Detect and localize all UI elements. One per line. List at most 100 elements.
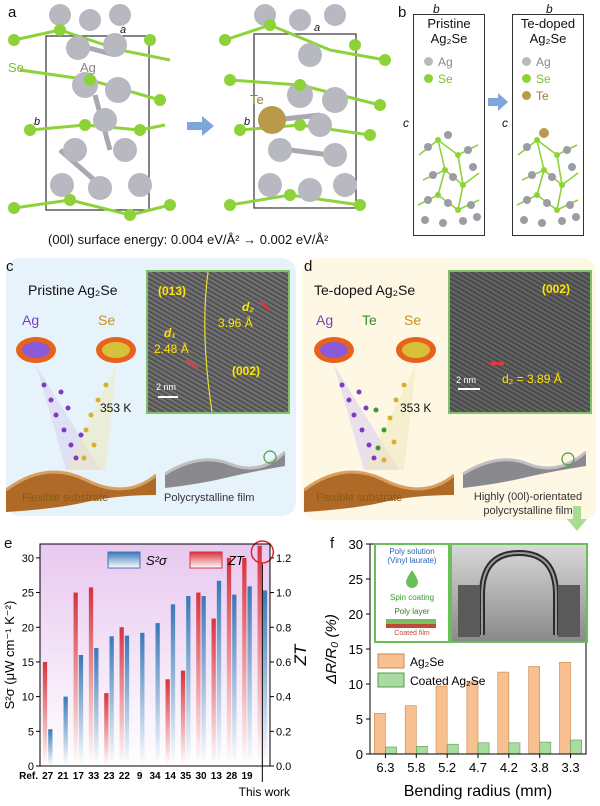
zt-bar <box>242 557 247 766</box>
pristine-legend: Ag Se <box>424 54 453 88</box>
power-factor-bar <box>201 596 206 766</box>
cell-frame-left <box>45 35 150 211</box>
panel-b-label: b <box>398 4 407 21</box>
ag-atom <box>66 36 90 60</box>
x-tick-label: 19 <box>241 771 253 782</box>
ag-atom <box>103 33 127 57</box>
doped-title: Te-doped Ag₂Se <box>512 16 584 46</box>
legend-label-coated: Coated Ag₂Se <box>410 674 486 688</box>
panel-d-temperature: 353 K <box>400 401 432 415</box>
ag-atom <box>93 108 117 132</box>
ag-atom <box>322 87 348 113</box>
y-tick-label-right: 0.6 <box>276 657 291 669</box>
coated-ag2se-bar <box>570 739 582 755</box>
panel-d-label: d <box>304 258 313 275</box>
tem-label-013: (013) <box>158 284 187 298</box>
power-factor-bar <box>186 596 191 766</box>
ag-atom <box>298 178 322 202</box>
zt-bar <box>257 545 262 766</box>
legend-te: Te <box>522 88 551 105</box>
inset-text-2: (Vinyl laurate) <box>387 556 437 565</box>
lattice-b-right: b <box>244 116 251 128</box>
spin-coating-inset: Poly solution (Vinyl laurate) Spin coati… <box>374 543 450 643</box>
ag-atoms-right <box>254 4 357 202</box>
panel-c-deposition <box>6 337 156 512</box>
legend-label-ag2se: Ag₂Se <box>410 655 444 669</box>
ag-atom <box>289 9 311 31</box>
coated-ag2se-bar <box>446 743 459 755</box>
ag-atom <box>268 138 292 162</box>
power-factor-bar <box>247 586 252 766</box>
panel-d-film <box>462 450 587 488</box>
panel-e-label: e <box>4 535 13 552</box>
scale-bar-label: 2 nm <box>156 382 177 392</box>
panel-d-deposition <box>304 337 454 512</box>
legend-label-power-factor: S²σ <box>146 553 168 568</box>
se-atom <box>144 34 156 46</box>
panel-c-label: c <box>6 258 14 275</box>
x-axis-label: Bending radius (mm) <box>404 783 553 800</box>
arrow-icon <box>187 116 214 136</box>
power-factor-bar <box>216 580 222 766</box>
inset-poly-layer: Poly layer <box>394 607 430 616</box>
coated-ag2se-bar <box>539 741 552 755</box>
ag-atom <box>50 173 74 197</box>
ag2se-bar <box>559 662 571 755</box>
scale-bar <box>158 396 178 398</box>
x-tick-label: 3.8 <box>531 760 549 775</box>
tem-d1-value: 2.48 Å <box>154 342 189 356</box>
x-tick-label: 30 <box>195 771 207 782</box>
y-tick-label-left: 25 <box>22 588 34 600</box>
panel-a-label: a <box>8 4 17 21</box>
te-atom <box>258 106 286 134</box>
panel-d-ag-source: Ag <box>316 312 334 328</box>
x-tick-label: 35 <box>180 771 192 782</box>
se-atom <box>64 194 76 206</box>
power-factor-bar <box>232 594 237 766</box>
se-atom <box>164 199 176 211</box>
panel-d-substrate-label: Flexible substrate <box>316 492 403 504</box>
y-tick-label: 25 <box>349 572 363 587</box>
legend-se-text: Se <box>536 72 551 86</box>
zt-bar <box>180 670 186 766</box>
ag-atom <box>287 82 313 108</box>
se-atom-label: Se <box>8 60 24 75</box>
tem-d-value: d₂ = 3.89 Å <box>502 372 562 386</box>
plot-area <box>40 544 270 766</box>
panel-d-tem-image: (002) d₂ = 3.89 Å 2 nm <box>448 270 592 414</box>
inset-text-1: Poly solution <box>389 547 435 556</box>
plot-frame <box>39 543 271 767</box>
panel-d-film-line1: Highly (00l)-orientated <box>473 491 583 503</box>
bending-photo <box>450 543 588 643</box>
x-tick-label: 34 <box>149 771 161 782</box>
x-tick-label: 6.3 <box>376 760 394 775</box>
se-atom <box>79 119 91 131</box>
highlight-circle <box>250 540 275 564</box>
zt-bar <box>88 587 94 766</box>
ag-atom <box>258 173 282 197</box>
zt-bar <box>196 592 201 766</box>
panel-a-structures <box>8 4 391 221</box>
x-tick-label: 22 <box>119 771 131 782</box>
panel-d-se-source: Se <box>404 312 422 328</box>
ag-atom <box>128 173 152 197</box>
legend-te-text: Te <box>536 89 549 103</box>
panel-d-te-source: Te <box>362 312 377 328</box>
ag-atom <box>333 173 357 197</box>
se-atom <box>134 124 146 136</box>
power-factor-bar <box>109 636 114 766</box>
power-factor-bar <box>78 655 84 766</box>
power-factor-bar <box>94 648 99 766</box>
ag2se-bar <box>374 713 386 755</box>
ag-atom <box>308 113 332 137</box>
coated-ag2se-bar <box>477 742 490 755</box>
lattice-a-right: a <box>314 22 321 34</box>
lattice-b-left: b <box>34 116 41 128</box>
ag-atoms-left <box>49 4 152 200</box>
se-atoms-right <box>219 19 391 211</box>
y-tick-label-left: 20 <box>22 622 34 634</box>
doped-cell-box <box>512 14 584 236</box>
ag-atom <box>63 138 87 162</box>
doped-structure <box>516 128 580 227</box>
